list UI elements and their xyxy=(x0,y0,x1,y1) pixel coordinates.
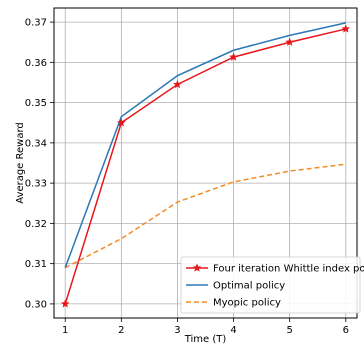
legend-marker-four-iteration-whittle-index-policy xyxy=(192,263,202,272)
series-line-myopic-policy xyxy=(64,163,346,269)
series-line-four-iteration-whittle-index-policy xyxy=(64,28,346,305)
legend-box xyxy=(180,256,361,314)
y-tick-label: 0.36 xyxy=(25,58,47,69)
x-tick-label: 6 xyxy=(343,325,349,336)
legend-label-four-iteration-whittle-index-policy: Four iteration Whittle index policy xyxy=(213,264,364,275)
y-tick-label: 0.37 xyxy=(25,18,47,29)
legend-label-myopic-policy: Myopic policy xyxy=(213,298,281,309)
x-tick-label: 1 xyxy=(62,325,68,336)
legend: Four iteration Whittle index policy Optim… xyxy=(180,256,364,314)
x-axis-label: Time (T) xyxy=(184,334,227,345)
data-point-four-iteration-whittle-index-policy xyxy=(172,79,182,89)
legend-label-optimal-policy: Optimal policy xyxy=(213,281,285,292)
data-point-four-iteration-whittle-index-policy xyxy=(229,52,239,61)
x-tick-label: 4 xyxy=(230,325,236,336)
y-tick-label: 0.31 xyxy=(25,259,47,270)
y-tick-label: 0.32 xyxy=(25,219,47,230)
y-tick-label: 0.35 xyxy=(25,98,47,109)
y-tick-label: 0.34 xyxy=(25,138,47,149)
x-tick-label: 5 xyxy=(286,325,292,336)
x-tick-label: 3 xyxy=(174,325,180,336)
data-point-four-iteration-whittle-index-policy xyxy=(116,118,126,127)
series-layer xyxy=(60,22,351,308)
plot-frame xyxy=(53,7,358,319)
y-tick-label: 0.33 xyxy=(25,179,47,190)
y-tick-label: 0.30 xyxy=(25,299,47,310)
tick-layer: 1 2 3 4 5 6 0.30 0.31 0.32 0.33 0.34 0.35 0.36 0.37 xyxy=(25,18,349,336)
series-line-optimal-policy xyxy=(64,22,346,268)
data-point-four-iteration-whittle-index-policy xyxy=(341,24,351,33)
data-point-four-iteration-whittle-index-policy xyxy=(285,37,295,47)
data-point-four-iteration-whittle-index-policy xyxy=(60,299,70,308)
y-axis-label: Average Reward xyxy=(15,122,26,203)
x-tick-label: 2 xyxy=(118,325,124,336)
